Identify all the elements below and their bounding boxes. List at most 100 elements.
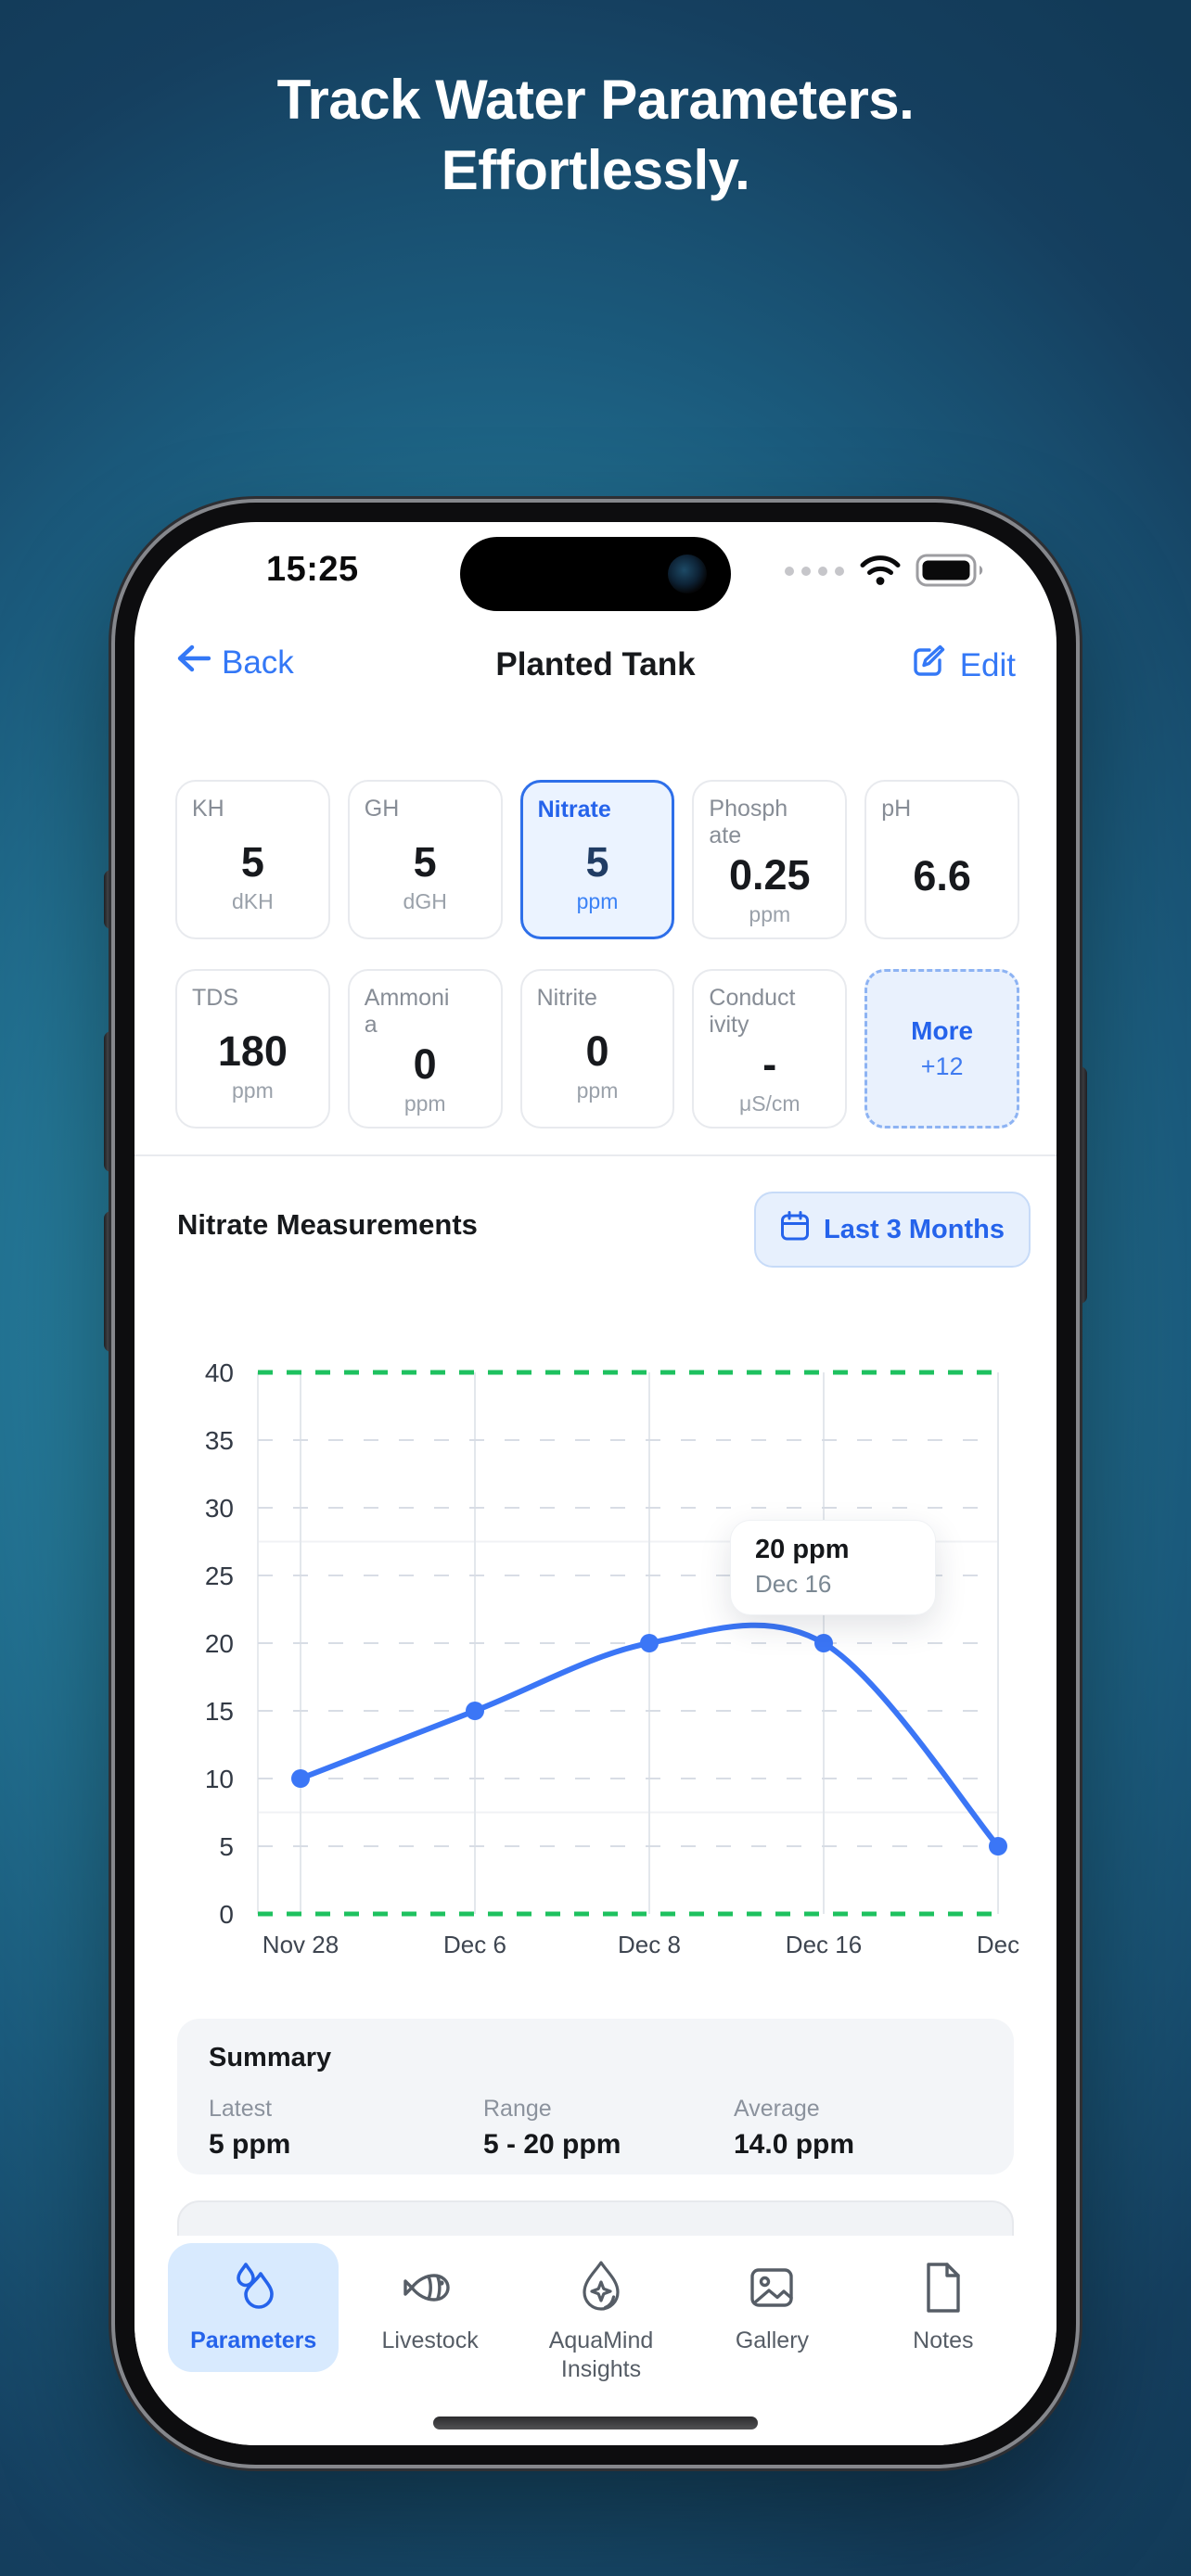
param-label: pH: [881, 796, 912, 822]
svg-text:5: 5: [219, 1832, 234, 1861]
tab-livestock[interactable]: Livestock: [344, 2243, 515, 2372]
wifi-icon: [859, 554, 902, 592]
param-label: More: [911, 1015, 974, 1045]
param-value: 180: [217, 1027, 288, 1075]
svg-text:Dec 16: Dec 16: [786, 1931, 862, 1958]
svg-text:Dec 8: Dec 8: [618, 1931, 681, 1958]
back-arrow-icon: [175, 643, 211, 682]
svg-text:15: 15: [205, 1697, 234, 1726]
param-value: +12: [920, 1052, 964, 1081]
param-card-nitrite[interactable]: Nitrite 0 ppm: [519, 969, 675, 1129]
hero-title: Track Water Parameters. Effortlessly.: [0, 65, 1191, 205]
param-label: Nitrate: [537, 797, 611, 823]
phone-mockup: 15:25 Back Planted Tank: [115, 503, 1076, 2465]
drop-sparkle-icon: [571, 2258, 631, 2317]
summary-item-average: Average 14.0 ppm: [734, 2096, 982, 2161]
parameter-grid: KH 5 dKH GH 5 dGH Nitrate 5 ppm Phosphat…: [175, 780, 1019, 1129]
svg-text:25: 25: [205, 1562, 234, 1590]
date-range-button[interactable]: Last 3 Months: [754, 1192, 1031, 1268]
param-value: 0.25: [728, 851, 811, 899]
back-button[interactable]: Back: [175, 643, 294, 682]
param-label: KH: [192, 796, 224, 822]
power-button: [1072, 1066, 1087, 1304]
param-value: 5: [585, 837, 609, 886]
hero-title-line2: Effortlessly.: [441, 138, 750, 201]
param-unit: ppm: [576, 888, 619, 913]
hero-title-line1: Track Water Parameters.: [276, 69, 915, 131]
cellular-dots-icon: [784, 565, 845, 581]
param-unit: ppm: [576, 1078, 619, 1103]
summary-item-label: Latest: [209, 2096, 273, 2122]
param-unit: ppm: [403, 1091, 446, 1116]
param-unit: μS/cm: [738, 1091, 800, 1116]
param-value: 0: [413, 1040, 437, 1088]
svg-text:Dec: Dec: [977, 1931, 1019, 1958]
param-label: TDS: [192, 985, 238, 1011]
svg-text:40: 40: [205, 1358, 234, 1387]
param-label: Phosphate: [709, 796, 788, 848]
summary-item-value: 5 ppm: [209, 2129, 291, 2160]
param-label: GH: [364, 796, 400, 822]
home-indicator[interactable]: [433, 2417, 758, 2429]
tab-aquamind-insights[interactable]: AquaMind Insights: [516, 2243, 686, 2400]
tab-label: Gallery: [735, 2327, 810, 2353]
droplets-icon: [224, 2258, 283, 2317]
param-value: 6.6: [913, 851, 971, 899]
param-value: 0: [585, 1027, 609, 1075]
section-title: Nitrate Measurements: [177, 1208, 478, 1241]
fish-icon: [401, 2258, 460, 2317]
tab-gallery[interactable]: Gallery: [686, 2243, 857, 2372]
param-value: 5: [240, 837, 264, 886]
edit-icon: [910, 643, 947, 688]
svg-text:Nov 28: Nov 28: [263, 1931, 339, 1958]
svg-text:30: 30: [205, 1494, 234, 1523]
summary-item-latest: Latest 5 ppm: [209, 2096, 483, 2161]
param-card-nitrate[interactable]: Nitrate 5 ppm: [519, 780, 675, 939]
param-label: Nitrite: [536, 985, 597, 1011]
page-title: Planted Tank: [495, 646, 696, 682]
tab-parameters[interactable]: Parameters: [168, 2243, 339, 2372]
battery-icon: [916, 554, 988, 592]
gallery-icon: [742, 2258, 801, 2317]
summary-item-range: Range 5 - 20 ppm: [483, 2096, 734, 2161]
summary-item-label: Average: [734, 2096, 820, 2122]
tooltip-date: Dec 16: [755, 1570, 832, 1598]
tab-label: Notes: [913, 2327, 974, 2353]
dynamic-island: [460, 537, 731, 611]
section-divider: [134, 1154, 1057, 1156]
summary-row: Latest 5 ppm Range 5 - 20 ppm Average 14…: [209, 2096, 982, 2161]
edit-button[interactable]: Edit: [910, 643, 1016, 688]
param-card-ammonia[interactable]: Ammonia 0 ppm: [347, 969, 503, 1129]
param-card-phosphate[interactable]: Phosphate 0.25 ppm: [692, 780, 848, 939]
param-unit: dKH: [232, 888, 274, 913]
param-card-tds[interactable]: TDS 180 ppm: [175, 969, 330, 1129]
param-label: Ammonia: [364, 985, 450, 1038]
svg-text:10: 10: [205, 1765, 234, 1793]
param-card-conductivity[interactable]: Conductivity - μS/cm: [692, 969, 848, 1129]
param-label: Conductivity: [709, 985, 796, 1038]
param-card-kh[interactable]: KH 5 dKH: [175, 780, 330, 939]
summary-item-label: Range: [483, 2096, 552, 2122]
param-unit: ppm: [749, 902, 791, 926]
phone-screen: 15:25 Back Planted Tank: [134, 522, 1057, 2445]
param-value: -: [762, 1040, 777, 1088]
more-parameters-card[interactable]: More +12: [864, 969, 1019, 1129]
summary-card: Summary Latest 5 ppm Range 5 - 20 ppm Av…: [177, 2019, 1014, 2174]
svg-text:35: 35: [205, 1426, 234, 1455]
chart-tooltip: 20 ppm Dec 16: [730, 1520, 936, 1615]
status-icons: [784, 554, 988, 592]
tab-bar: Parameters Livestock AquaMind Insights G…: [134, 2236, 1057, 2445]
tab-label: AquaMind Insights: [548, 2327, 654, 2382]
svg-text:Dec 6: Dec 6: [443, 1931, 506, 1958]
param-value: 5: [413, 837, 437, 886]
param-unit: dGH: [403, 888, 447, 913]
svg-text:20: 20: [205, 1629, 234, 1658]
param-card-gh[interactable]: GH 5 dGH: [347, 780, 503, 939]
param-card-ph[interactable]: pH 6.6: [864, 780, 1019, 939]
svg-text:0: 0: [219, 1900, 234, 1929]
summary-item-value: 14.0 ppm: [734, 2129, 855, 2160]
chart-canvas[interactable]: 0 5 10 15 20 25 30 35 40 Nov 28 Dec 6 Dec 8 Dec 16 De…: [172, 1334, 1053, 1965]
param-unit: ppm: [232, 1078, 274, 1103]
tab-notes[interactable]: Notes: [858, 2243, 1029, 2372]
